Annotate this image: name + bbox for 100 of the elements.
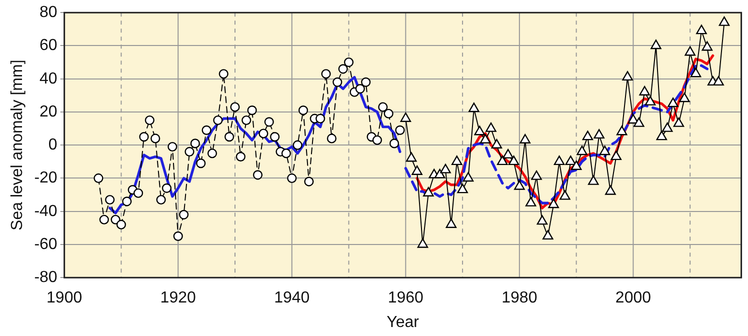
point bbox=[144, 115, 154, 126]
point bbox=[462, 172, 474, 182]
point bbox=[446, 218, 457, 228]
point bbox=[213, 115, 223, 126]
x-tick-label: 2000 bbox=[615, 290, 652, 307]
point bbox=[139, 132, 149, 142]
point bbox=[644, 96, 656, 106]
point bbox=[184, 146, 194, 157]
point bbox=[258, 128, 268, 138]
point bbox=[588, 175, 599, 185]
point bbox=[281, 148, 291, 158]
point bbox=[457, 184, 468, 194]
point bbox=[468, 102, 480, 112]
point bbox=[502, 148, 514, 158]
point bbox=[542, 230, 554, 240]
point bbox=[122, 196, 132, 206]
x-tick-label: 1960 bbox=[388, 290, 424, 307]
point bbox=[599, 146, 610, 156]
point bbox=[105, 194, 115, 205]
point bbox=[99, 214, 109, 224]
point bbox=[304, 176, 314, 186]
x-tick-label: 1940 bbox=[274, 290, 310, 307]
point bbox=[576, 146, 588, 156]
point bbox=[207, 148, 218, 158]
point bbox=[94, 173, 104, 184]
point bbox=[696, 24, 707, 34]
point bbox=[361, 77, 371, 87]
point bbox=[679, 92, 690, 102]
point bbox=[605, 185, 616, 195]
point bbox=[668, 98, 678, 108]
point bbox=[224, 132, 234, 142]
point bbox=[202, 125, 212, 135]
y-tick-label: -60 bbox=[34, 236, 58, 253]
point bbox=[270, 132, 280, 142]
point bbox=[634, 117, 644, 127]
y-tick-label: 80 bbox=[40, 4, 58, 22]
point bbox=[355, 84, 365, 94]
y-tick-label: -80 bbox=[34, 269, 58, 286]
point bbox=[423, 187, 434, 196]
point bbox=[440, 164, 451, 174]
point bbox=[230, 102, 240, 112]
point bbox=[242, 115, 252, 126]
point bbox=[718, 16, 730, 26]
point bbox=[400, 112, 412, 122]
point bbox=[565, 156, 576, 166]
point bbox=[384, 108, 394, 118]
point bbox=[491, 139, 502, 148]
point bbox=[594, 129, 604, 139]
point bbox=[451, 156, 462, 166]
point bbox=[531, 170, 542, 180]
x-tick-label: 1900 bbox=[46, 290, 82, 307]
point bbox=[536, 215, 548, 225]
point bbox=[372, 135, 382, 145]
point bbox=[412, 166, 422, 175]
point bbox=[554, 156, 565, 166]
point bbox=[610, 150, 622, 160]
x-tick-label: 1980 bbox=[502, 290, 538, 307]
point bbox=[525, 196, 536, 206]
point bbox=[338, 64, 348, 74]
point bbox=[178, 210, 189, 220]
point bbox=[252, 170, 263, 180]
point bbox=[298, 106, 308, 116]
point bbox=[133, 188, 144, 198]
point bbox=[326, 134, 336, 144]
point bbox=[173, 231, 183, 241]
point bbox=[713, 76, 724, 86]
point bbox=[474, 126, 485, 136]
point bbox=[486, 122, 496, 132]
point bbox=[287, 173, 297, 184]
y-tick-label: 20 bbox=[40, 103, 58, 120]
point bbox=[639, 86, 650, 96]
point bbox=[150, 134, 160, 144]
y-axis-title: Sea level anomaly [mm] bbox=[9, 60, 26, 230]
point bbox=[622, 71, 633, 81]
y-tick-label: 0 bbox=[48, 136, 58, 154]
x-axis-title: Year bbox=[386, 314, 420, 331]
point bbox=[582, 130, 594, 140]
point bbox=[702, 41, 713, 51]
point bbox=[292, 140, 302, 150]
point bbox=[116, 220, 126, 230]
point bbox=[684, 46, 696, 56]
point bbox=[497, 156, 508, 166]
point bbox=[417, 238, 428, 248]
point bbox=[247, 106, 257, 116]
point bbox=[662, 122, 673, 132]
point bbox=[650, 40, 662, 50]
point bbox=[236, 152, 246, 162]
point bbox=[190, 138, 200, 148]
point bbox=[264, 117, 274, 127]
y-tick-label: 40 bbox=[40, 70, 58, 88]
point bbox=[389, 138, 400, 148]
point bbox=[321, 69, 331, 79]
point bbox=[162, 183, 172, 193]
point bbox=[168, 142, 178, 152]
point bbox=[673, 117, 684, 127]
point bbox=[316, 114, 326, 124]
point bbox=[378, 102, 388, 112]
point bbox=[480, 134, 491, 144]
point bbox=[560, 190, 570, 200]
point bbox=[508, 156, 520, 166]
